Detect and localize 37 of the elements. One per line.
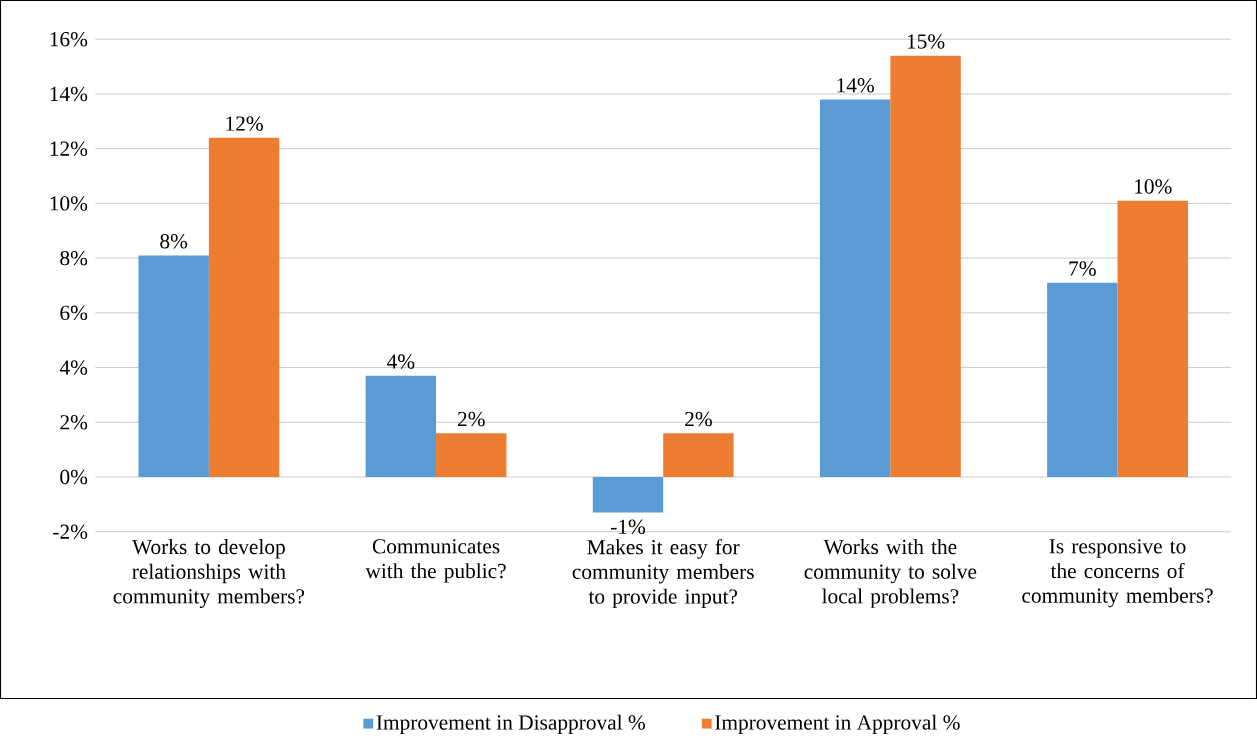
y-tick-label: 12% bbox=[50, 141, 88, 156]
y-tick-label: 4% bbox=[59, 360, 88, 375]
bar bbox=[663, 433, 734, 478]
bar bbox=[436, 433, 507, 478]
data-label: 12% bbox=[226, 116, 263, 131]
y-tick-label: 10% bbox=[50, 196, 88, 211]
bar bbox=[208, 137, 280, 478]
data-label: 8% bbox=[160, 233, 188, 249]
bar bbox=[819, 99, 891, 478]
y-tick-label: 14% bbox=[50, 86, 88, 102]
y-tick-label: 8% bbox=[60, 250, 88, 266]
bar bbox=[592, 477, 664, 513]
data-label: 2% bbox=[457, 411, 485, 427]
data-label: 7% bbox=[1069, 261, 1096, 276]
y-tick-label: -2% bbox=[53, 524, 88, 539]
data-label: 2% bbox=[685, 411, 712, 427]
legend-label: Improvement in Disapproval % bbox=[376, 714, 645, 735]
data-label: 15% bbox=[907, 34, 945, 49]
bar bbox=[1117, 200, 1188, 478]
bar bbox=[365, 375, 437, 478]
x-tick-label: Makes it easy for community members to provide input? bbox=[572, 539, 754, 609]
legend-label: Improvement in Approval % bbox=[715, 714, 960, 735]
bar bbox=[1047, 282, 1118, 478]
x-tick-label: Works with the community to solve local problems? bbox=[804, 539, 977, 608]
data-label: 10% bbox=[1135, 179, 1172, 194]
y-tick-label: 16% bbox=[50, 32, 88, 47]
x-tick-label: Is responsive to the concerns of community members? bbox=[1022, 539, 1213, 608]
bar bbox=[138, 255, 209, 478]
bar bbox=[890, 55, 961, 478]
y-tick-label: 6% bbox=[60, 305, 88, 321]
data-label: -1% bbox=[611, 519, 646, 534]
y-tick-label: 2% bbox=[60, 415, 88, 430]
x-tick-label: Communicates with the public? bbox=[365, 539, 506, 583]
x-tick-label: Works to develop relationships with community members? bbox=[113, 539, 305, 608]
data-label: 4% bbox=[387, 354, 415, 369]
y-tick-label: 0% bbox=[60, 469, 88, 485]
data-label: 14% bbox=[837, 78, 874, 93]
